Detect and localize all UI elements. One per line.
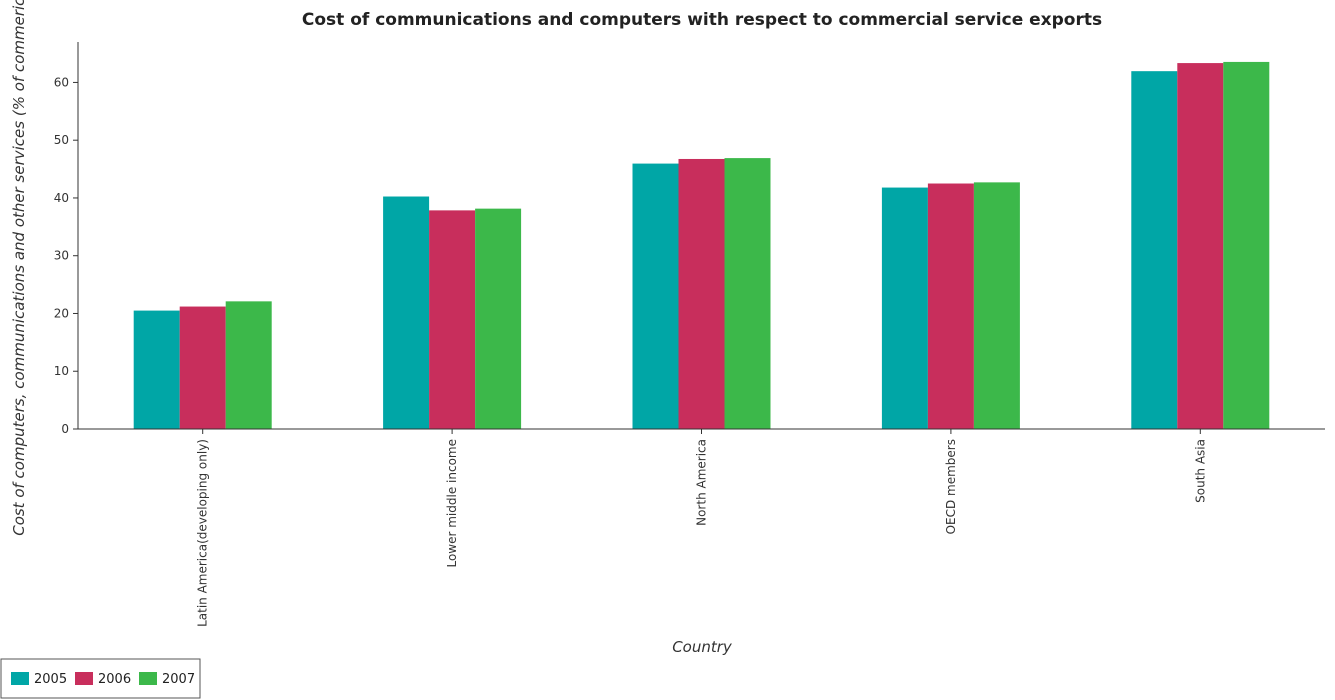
- chart-title: Cost of communications and computers wit…: [302, 10, 1102, 30]
- legend-label-2005: 2005: [34, 672, 67, 687]
- legend-swatch-2007: [139, 672, 157, 685]
- x-tick-label: OECD members: [944, 439, 958, 534]
- bar-2007-0: [225, 301, 272, 429]
- y-tick-label: 10: [54, 364, 69, 378]
- bar-2007-1: [475, 208, 522, 429]
- legend-label-2006: 2006: [98, 672, 131, 687]
- bar-2007-2: [724, 158, 771, 429]
- bar-2006-1: [429, 210, 476, 429]
- y-tick-label: 60: [54, 75, 69, 89]
- bar-2006-4: [1177, 63, 1224, 430]
- x-tick-label: North America: [695, 439, 709, 526]
- x-axis: Latin America(developing only) Lower midd…: [78, 428, 1325, 627]
- y-tick-label: 30: [54, 249, 69, 263]
- y-tick-label: 0: [61, 422, 69, 436]
- bar-2006-0: [179, 306, 226, 429]
- legend-label-2007: 2007: [162, 672, 195, 687]
- x-axis-label: Country: [672, 638, 733, 656]
- bar-2007-3: [973, 182, 1020, 429]
- plot-area: [133, 61, 1270, 430]
- y-axis-label: Cost of computers, communications and ot…: [10, 0, 28, 536]
- legend-swatch-2005: [11, 672, 29, 685]
- bar-2005-1: [383, 196, 430, 429]
- bar-2005-2: [632, 163, 679, 429]
- bar-2006-2: [678, 158, 725, 429]
- bar-2005-3: [881, 187, 928, 429]
- y-tick-label: 50: [54, 133, 69, 147]
- bar-2005-0: [133, 310, 180, 429]
- x-tick-label: Lower middle income: [445, 439, 459, 568]
- x-tick-label: Latin America(developing only): [196, 439, 210, 627]
- legend: 2005 2006 2007: [0, 658, 201, 699]
- legend-swatch-2006: [75, 672, 93, 685]
- legend-box: [0, 658, 201, 699]
- bar-2006-3: [927, 183, 974, 429]
- bar-2007-4: [1223, 61, 1270, 429]
- y-tick-label: 20: [54, 306, 69, 320]
- x-tick-label: South Asia: [1193, 439, 1207, 503]
- y-axis: 0 10 20 30 40 50 60: [54, 42, 79, 436]
- bar-2005-4: [1131, 71, 1178, 429]
- y-tick-label: 40: [54, 191, 69, 205]
